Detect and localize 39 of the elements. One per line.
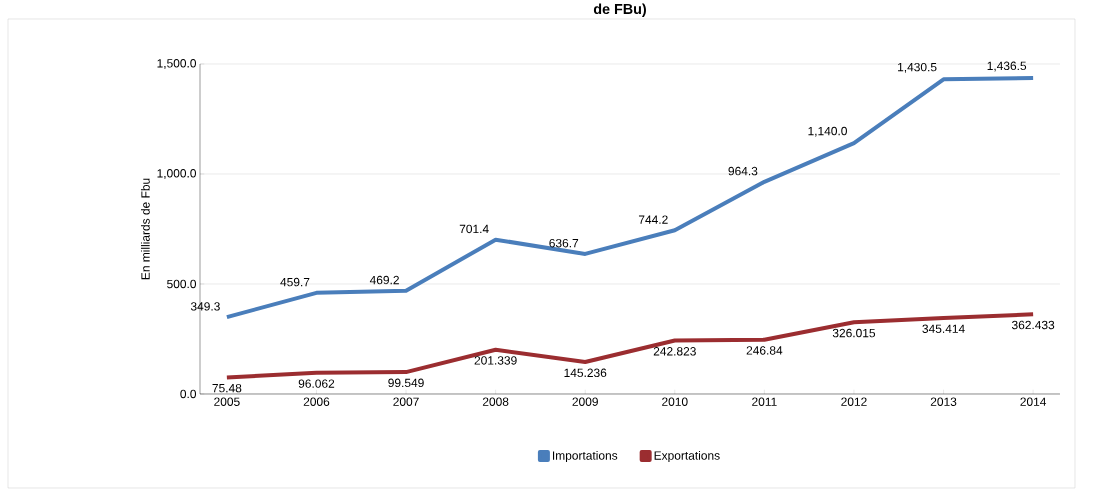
data-label: 96.062 [298, 379, 335, 388]
chart-title: de FBu) [593, 3, 646, 17]
data-label: 964.3 [728, 166, 758, 176]
data-label: 1,140.0 [808, 126, 847, 137]
y-tick-label: 0.0 [180, 389, 197, 399]
data-label: 1,430.5 [898, 62, 937, 73]
x-tick-label: 2008 [482, 397, 509, 406]
y-axis-title: En milliards de Fbu [140, 178, 150, 280]
y-tick-label: 1,500.0 [157, 59, 197, 69]
x-tick-label: 2013 [930, 397, 957, 406]
data-label: 701.4 [459, 224, 489, 234]
y-tick-label: 1,000.0 [157, 169, 197, 179]
data-label: 459.7 [280, 277, 310, 287]
data-label: 246.84 [746, 346, 783, 355]
data-label: 469.2 [369, 275, 399, 285]
data-label: 75.48 [212, 383, 242, 393]
data-label: 349.3 [190, 302, 220, 311]
data-label: 636.7 [549, 238, 579, 248]
x-tick-label: 2014 [1020, 397, 1047, 406]
x-tick-label: 2012 [841, 397, 867, 406]
x-tick-label: 2011 [752, 397, 777, 406]
data-label: 345.414 [922, 324, 965, 333]
legend-label: Exportations [654, 450, 720, 463]
x-tick-label: 2007 [393, 397, 419, 406]
line-series [224, 75, 1036, 320]
data-label: 744.2 [638, 215, 668, 224]
data-label: 145.236 [564, 368, 607, 378]
data-label: 201.339 [474, 356, 517, 365]
x-tick-label: 2010 [662, 397, 688, 406]
data-label: 362.433 [1011, 320, 1055, 330]
legend-label: Importations [553, 450, 618, 463]
data-label: 326.015 [832, 328, 876, 338]
x-tick-label: 2009 [572, 397, 598, 406]
data-label: 242.823 [653, 347, 696, 356]
x-tick-label: 2006 [303, 397, 330, 406]
x-tick-label: 2005 [214, 397, 240, 406]
data-label: 99.549 [388, 378, 424, 388]
data-label: 1,436.5 [987, 61, 1027, 72]
y-tick-label: 500.0 [167, 279, 197, 289]
